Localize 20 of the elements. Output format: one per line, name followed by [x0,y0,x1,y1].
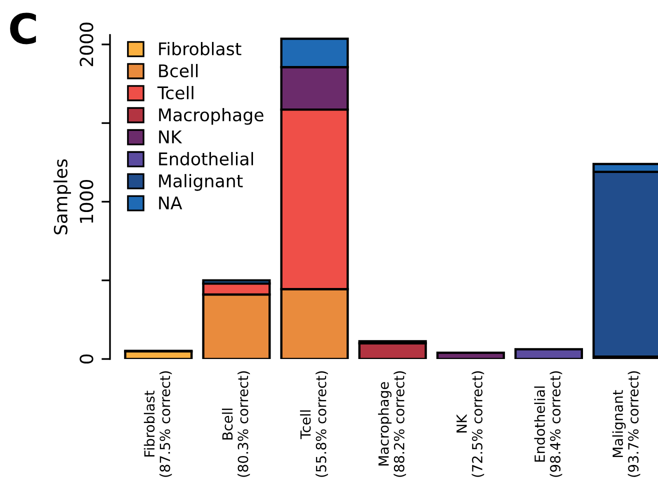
y-tick-label: 1000 [80,180,94,223]
y-tick-label: 0 [80,354,94,364]
y-tick-label: 2000 [80,22,94,66]
legend-label: Macrophage [159,108,264,125]
legend-label: NA [159,196,182,210]
x-tick-label: Tcell (55.8% correct) [300,371,328,477]
legend-label: Endothelial [159,152,254,166]
x-tick-label: Fibroblast (87.5% correct) [144,371,172,477]
legend-label: Bcell [159,64,198,78]
text: C [10,12,36,44]
legend-label: NK [159,130,182,144]
x-tick-label: Endothelial (98.4% correct) [534,371,562,477]
x-tick-label: NK (72.5% correct) [456,371,484,477]
y-axis-title: Samples [54,159,71,234]
legend-label: Malignant [159,174,243,191]
x-tick-label: Bcell (80.3% correct) [222,371,250,477]
x-tick-label: Macrophage (88.2% correct) [378,371,406,477]
x-tick-label: Malignant (93.7% correct) [612,371,640,477]
legend-label: Fibroblast [159,42,242,56]
legend-label: Tcell [157,86,194,100]
